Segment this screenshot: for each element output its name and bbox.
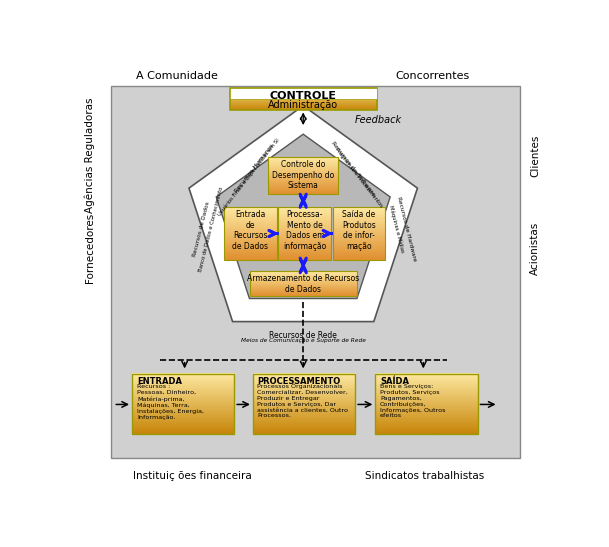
Text: Recursos :
Pessoas, Dinheiro,
Matéria-prima,
Máquinas, Terra,
Instalações, Energ: Recursos : Pessoas, Dinheiro, Matéria-pr… xyxy=(138,385,205,420)
Text: Recursos de Dados: Recursos de Dados xyxy=(192,201,211,257)
Text: Programas e Procedimentos: Programas e Procedimentos xyxy=(334,147,384,208)
Polygon shape xyxy=(216,134,390,299)
Text: Recursos de Software: Recursos de Software xyxy=(330,141,376,197)
Text: Recursos de Hardware: Recursos de Hardware xyxy=(396,196,417,262)
Text: CONTROLE: CONTROLE xyxy=(270,91,337,101)
Bar xyxy=(333,207,385,260)
Text: Usuários Finais e Especialistas em SI: Usuários Finais e Especialistas em SI xyxy=(216,137,280,217)
Text: Armazenamento de Recursos
de Dados: Armazenamento de Recursos de Dados xyxy=(247,274,359,294)
Text: Clientes: Clientes xyxy=(530,135,540,177)
Polygon shape xyxy=(189,106,417,322)
Bar xyxy=(253,374,355,434)
Text: Meios de Comunicação e Suporte de Rede: Meios de Comunicação e Suporte de Rede xyxy=(241,338,365,343)
Bar xyxy=(250,271,357,296)
Text: Controle do
Desempenho do
Sistema: Controle do Desempenho do Sistema xyxy=(272,160,334,190)
Text: Bens e Serviços:
Produtos, Serviços
Pagamentos,
Contribuições,
Informações, Outr: Bens e Serviços: Produtos, Serviços Paga… xyxy=(380,385,445,418)
Text: Banco de Dados e Conhecimento: Banco de Dados e Conhecimento xyxy=(198,186,224,272)
Text: Saída de
Produtos
de infor-
mação: Saída de Produtos de infor- mação xyxy=(342,211,376,251)
Text: SAÍDA: SAÍDA xyxy=(380,377,409,386)
Text: ENTRADA: ENTRADA xyxy=(138,377,182,386)
Text: PROCESSAMENTO: PROCESSAMENTO xyxy=(258,377,340,386)
Bar xyxy=(224,207,277,260)
Bar xyxy=(278,207,331,260)
Text: Agências Reguladoras: Agências Reguladoras xyxy=(85,98,96,213)
Bar xyxy=(375,374,477,434)
Text: Máquinas e Mídias: Máquinas e Mídias xyxy=(389,205,406,253)
Text: A Comunidade: A Comunidade xyxy=(136,71,218,81)
Text: Sindicatos trabalhistas: Sindicatos trabalhistas xyxy=(365,470,485,481)
Text: Feedback: Feedback xyxy=(355,114,403,125)
Bar xyxy=(230,88,377,99)
Text: Recursos de Rede: Recursos de Rede xyxy=(269,330,337,340)
Text: Administração: Administração xyxy=(268,100,338,110)
Bar xyxy=(111,86,520,458)
Text: Processos Organizacionais
Comercializar, Desenvolver,
Produzir e Entregar
Produt: Processos Organizacionais Comercializar,… xyxy=(258,385,348,418)
Text: Concorrentes: Concorrentes xyxy=(395,71,470,81)
Text: Acionistas: Acionistas xyxy=(530,222,540,275)
Text: Instituiç ões financeira: Instituiç ões financeira xyxy=(133,470,252,481)
Text: Processa-
Mento de
Dados em
informação: Processa- Mento de Dados em informação xyxy=(283,211,326,251)
Bar xyxy=(230,88,377,109)
Text: Recursos Humanos: Recursos Humanos xyxy=(234,143,275,194)
Bar xyxy=(132,374,234,434)
Text: Fornecedores: Fornecedores xyxy=(85,213,95,283)
Bar xyxy=(269,158,338,194)
Text: Entrada
de
Recursos
de Dados: Entrada de Recursos de Dados xyxy=(233,211,269,251)
